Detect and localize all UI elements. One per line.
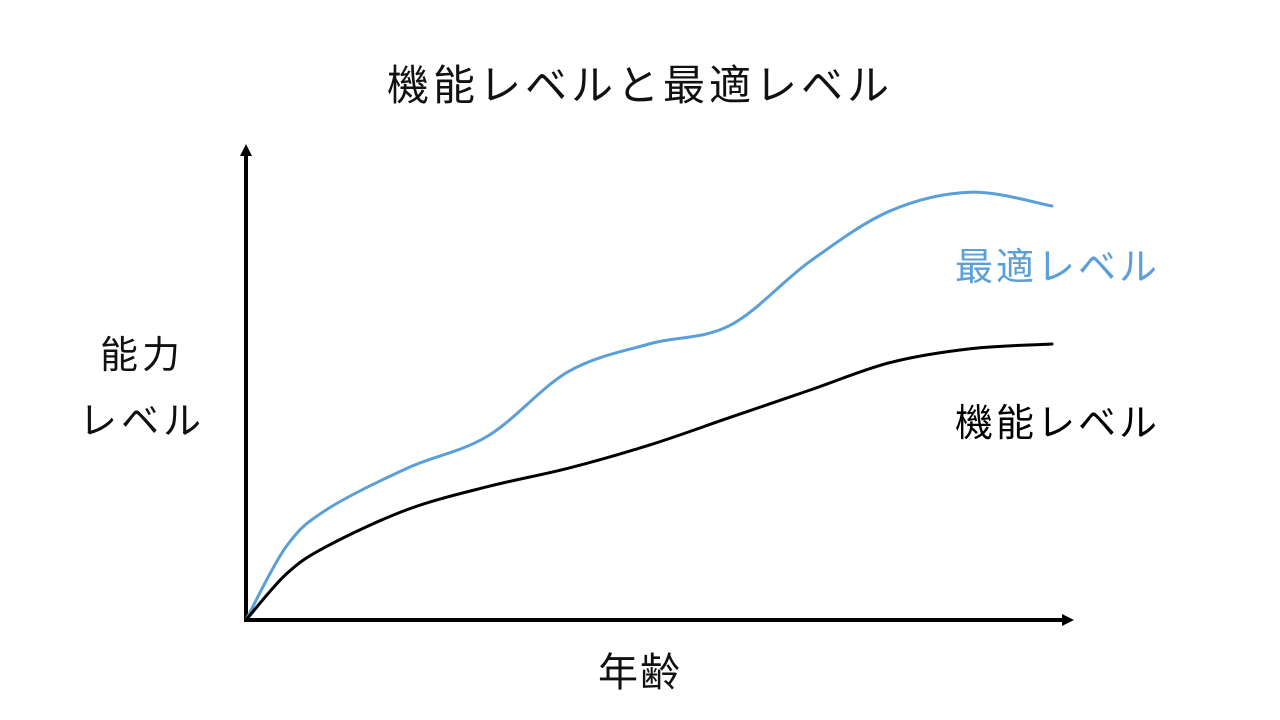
y-axis-label-line-2: レベル: [78, 399, 205, 443]
series-group: [244, 190, 1054, 622]
series-line-functional: [244, 342, 1054, 622]
series-label-functional: 機能レベル: [955, 401, 1161, 445]
series-label-optimal: 最適レベル: [955, 245, 1161, 289]
x-axis-label: 年齢: [598, 650, 682, 696]
y-axis-label: 能力 レベル: [62, 322, 222, 454]
series-line-optimal: [244, 190, 1054, 622]
y-axis-label-line-1: 能力: [99, 333, 184, 377]
chart-title: 機能レベルと最適レベル: [386, 61, 893, 110]
